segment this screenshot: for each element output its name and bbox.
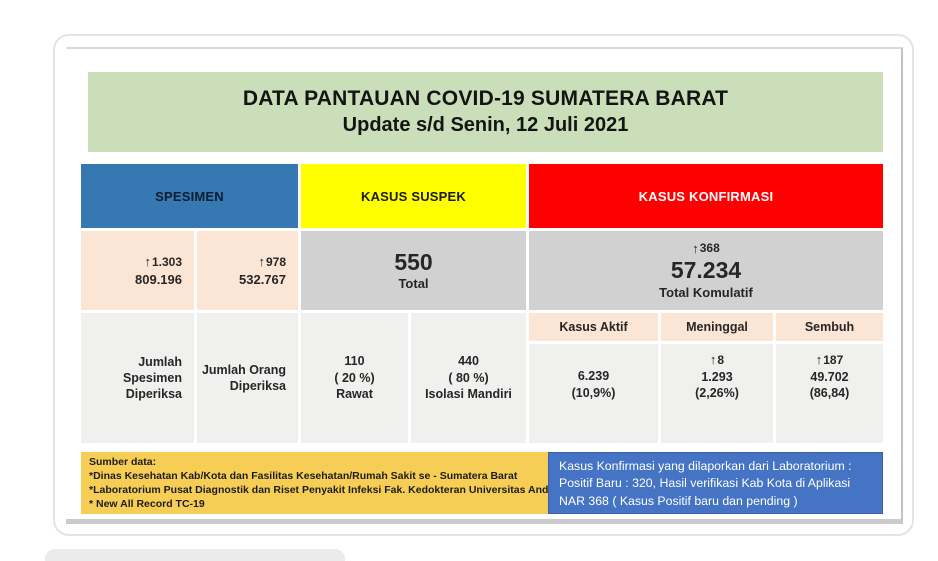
rawat-label: Rawat bbox=[336, 387, 373, 402]
page-title: DATA PANTAUAN COVID-19 SUMATERA BARAT bbox=[242, 87, 729, 110]
sembuh-data-cell: ↑ 187 49.702 (86,84) bbox=[776, 344, 883, 443]
rawat-value: 110 bbox=[344, 353, 365, 368]
infographic-image[interactable]: DATA PANTAUAN COVID-19 SUMATERA BARAT Up… bbox=[66, 47, 903, 524]
subheader-sembuh-label: Sembuh bbox=[804, 319, 855, 334]
konfirmasi-delta-value: 368 bbox=[699, 241, 720, 256]
isolasi-value: 440 bbox=[458, 353, 479, 368]
konfirmasi-total-label: Total Komulatif bbox=[659, 284, 753, 300]
up-arrow-icon: ↑ bbox=[144, 253, 151, 269]
konfirmasi-total-cell: ↑ 368 57.234 Total Komulatif bbox=[529, 231, 883, 310]
people-examined-total-cell: ↑ 978 532.767 bbox=[197, 231, 298, 310]
suspek-total-cell: 550 Total bbox=[301, 231, 526, 310]
data-source-line: *Dinas Kesehatan Kab/Kota dan Fasilitas … bbox=[89, 469, 518, 482]
up-arrow-icon: ↑ bbox=[692, 240, 699, 256]
isolasi-pct: ( 80 %) bbox=[448, 370, 489, 385]
sembuh-delta-value: 187 bbox=[823, 352, 844, 367]
rawat-pct: ( 20 %) bbox=[334, 370, 375, 385]
specimens-examined-label: Jumlah Spesimen Diperiksa bbox=[122, 354, 182, 402]
column-header-kasus-konfirmasi: KASUS KONFIRMASI bbox=[529, 164, 883, 228]
infographic-content: DATA PANTAUAN COVID-19 SUMATERA BARAT Up… bbox=[66, 49, 901, 514]
column-header-spesimen-label: SPESIMEN bbox=[155, 188, 224, 204]
suspek-total-label: Total bbox=[398, 275, 429, 291]
konfirmasi-delta: ↑ 368 bbox=[692, 240, 720, 258]
data-sources-title: Sumber data: bbox=[89, 456, 157, 468]
meninggal-delta: ↑ 8 bbox=[710, 351, 724, 369]
suspek-isolasi-cell: 440 ( 80 %) Isolasi Mandiri bbox=[411, 313, 526, 443]
suspek-rawat-cell: 110 ( 20 %) Rawat bbox=[301, 313, 408, 443]
subheader-sembuh: Sembuh bbox=[776, 313, 883, 341]
update-date-subtitle: Update s/d Senin, 12 Juli 2021 bbox=[342, 114, 629, 136]
subheader-kasus-aktif: Kasus Aktif bbox=[529, 313, 658, 341]
kasus-aktif-value: 6.239 bbox=[577, 369, 610, 383]
people-examined-label-cell: Jumlah Orang Diperiksa bbox=[197, 313, 298, 443]
meninggal-pct: (2,26%) bbox=[695, 386, 739, 401]
data-sources-box: Sumber data: *Dinas Kesehatan Kab/Kota d… bbox=[81, 452, 548, 514]
specimens-total-value: 809.196 bbox=[135, 271, 182, 287]
column-header-spesimen: SPESIMEN bbox=[81, 164, 298, 228]
subheader-meninggal: Meninggal bbox=[661, 313, 773, 341]
kasus-aktif-data-cell: 6.239 (10,9%) bbox=[529, 344, 658, 443]
lab-note-box: Kasus Konfirmasi yang dilaporkan dari La… bbox=[548, 452, 883, 514]
konfirmasi-total-value: 57.234 bbox=[670, 257, 742, 284]
specimens-examined-total-cell: ↑ 1.303 809.196 bbox=[81, 231, 194, 310]
up-arrow-icon: ↑ bbox=[258, 253, 265, 269]
specimens-examined-label-cell: Jumlah Spesimen Diperiksa bbox=[81, 313, 194, 443]
data-source-line: * New All Record TC-19 bbox=[89, 497, 205, 510]
people-delta-value: 978 bbox=[265, 254, 286, 269]
meninggal-value: 1.293 bbox=[701, 369, 733, 384]
specimens-delta-value: 1.303 bbox=[151, 254, 182, 269]
up-arrow-icon: ↑ bbox=[815, 352, 823, 367]
subheader-meninggal-label: Meninggal bbox=[686, 319, 748, 334]
data-source-line: *Laboratorium Pusat Diagnostik dan Riset… bbox=[89, 483, 548, 496]
footer: Sumber data: *Dinas Kesehatan Kab/Kota d… bbox=[81, 452, 883, 514]
column-header-kasus-konfirmasi-label: KASUS KONFIRMASI bbox=[638, 188, 774, 204]
next-card-peek bbox=[45, 549, 345, 561]
meninggal-data-cell: ↑ 8 1.293 (2,26%) bbox=[661, 344, 773, 443]
subheader-kasus-aktif-label: Kasus Aktif bbox=[559, 319, 628, 334]
column-header-kasus-suspek: KASUS SUSPEK bbox=[301, 164, 526, 228]
sembuh-pct: (86,84) bbox=[809, 386, 850, 401]
kasus-aktif-pct: (10,9%) bbox=[571, 385, 616, 400]
column-header-kasus-suspek-label: KASUS SUSPEK bbox=[361, 188, 466, 204]
specimens-delta: ↑ 1.303 bbox=[144, 253, 182, 271]
meninggal-delta-value: 8 bbox=[717, 352, 725, 367]
suspek-total-value: 550 bbox=[394, 248, 433, 275]
people-total-value: 532.767 bbox=[239, 271, 286, 287]
people-delta: ↑ 978 bbox=[258, 253, 286, 271]
people-examined-label: Jumlah Orang Diperiksa bbox=[201, 362, 286, 393]
title-banner: DATA PANTAUAN COVID-19 SUMATERA BARAT Up… bbox=[88, 72, 883, 152]
content-card: DATA PANTAUAN COVID-19 SUMATERA BARAT Up… bbox=[53, 34, 914, 536]
isolasi-label: Isolasi Mandiri bbox=[425, 387, 512, 402]
lab-note-text: Kasus Konfirmasi yang dilaporkan dari La… bbox=[559, 459, 852, 508]
data-table: SPESIMEN KASUS SUSPEK KASUS KONFIRMASI ↑… bbox=[81, 164, 883, 443]
up-arrow-icon: ↑ bbox=[709, 352, 717, 367]
sembuh-value: 49.702 bbox=[810, 369, 849, 384]
sembuh-delta: ↑ 187 bbox=[816, 351, 844, 369]
